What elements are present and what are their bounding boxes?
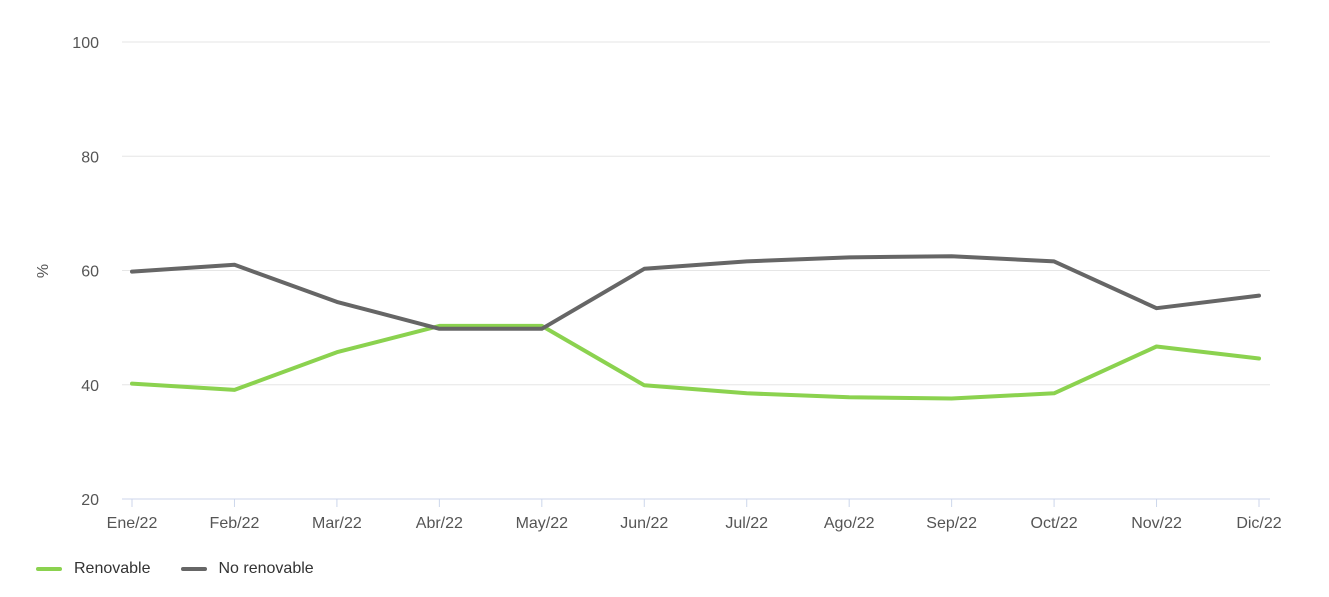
x-tick-label: Abr/22: [416, 515, 463, 532]
x-tick-label: Mar/22: [312, 515, 362, 532]
legend-swatch-renovable: [36, 567, 62, 571]
x-axis: Ene/22 Feb/22 Mar/22 Abr/22 May/22 Jun/22 Jul/…: [107, 498, 1282, 532]
x-tick-label: Jun/22: [620, 515, 668, 532]
x-tick-label: Jul/22: [725, 515, 768, 532]
x-tick-label: Sep/22: [926, 515, 977, 532]
series-line-renovable[interactable]: [130, 323, 1261, 401]
legend-item-renovable[interactable]: Renovable: [36, 560, 151, 578]
x-tick-label: Dic/22: [1236, 515, 1281, 532]
y-axis: 20 40 60 80 100: [72, 35, 99, 509]
legend-item-no-renovable[interactable]: No renovable: [180, 560, 314, 578]
y-tick-label: 100: [72, 35, 99, 52]
y-tick-label: 40: [81, 378, 99, 395]
x-tick-label: Nov/22: [1131, 515, 1182, 532]
x-tick-label: Ene/22: [107, 515, 158, 532]
legend: Renovable No renovable: [36, 560, 314, 578]
y-tick-label: 80: [81, 149, 99, 166]
x-tick-label: Oct/22: [1031, 515, 1078, 532]
y-tick-label: 60: [81, 264, 99, 281]
x-tick-label: Feb/22: [210, 515, 260, 532]
y-tick-label: 20: [81, 492, 99, 509]
legend-label-no-renovable: No renovable: [218, 560, 314, 577]
legend-swatch-no-renovable: [180, 567, 207, 571]
x-tick-label: Ago/22: [824, 515, 875, 532]
x-tick-label: May/22: [516, 515, 569, 532]
series-lines: [130, 254, 1261, 401]
y-axis-label: %: [35, 264, 52, 278]
grid-lines: [122, 41, 1270, 386]
series-line-no-renovable[interactable]: [130, 254, 1261, 331]
legend-label-renovable: Renovable: [74, 560, 151, 577]
